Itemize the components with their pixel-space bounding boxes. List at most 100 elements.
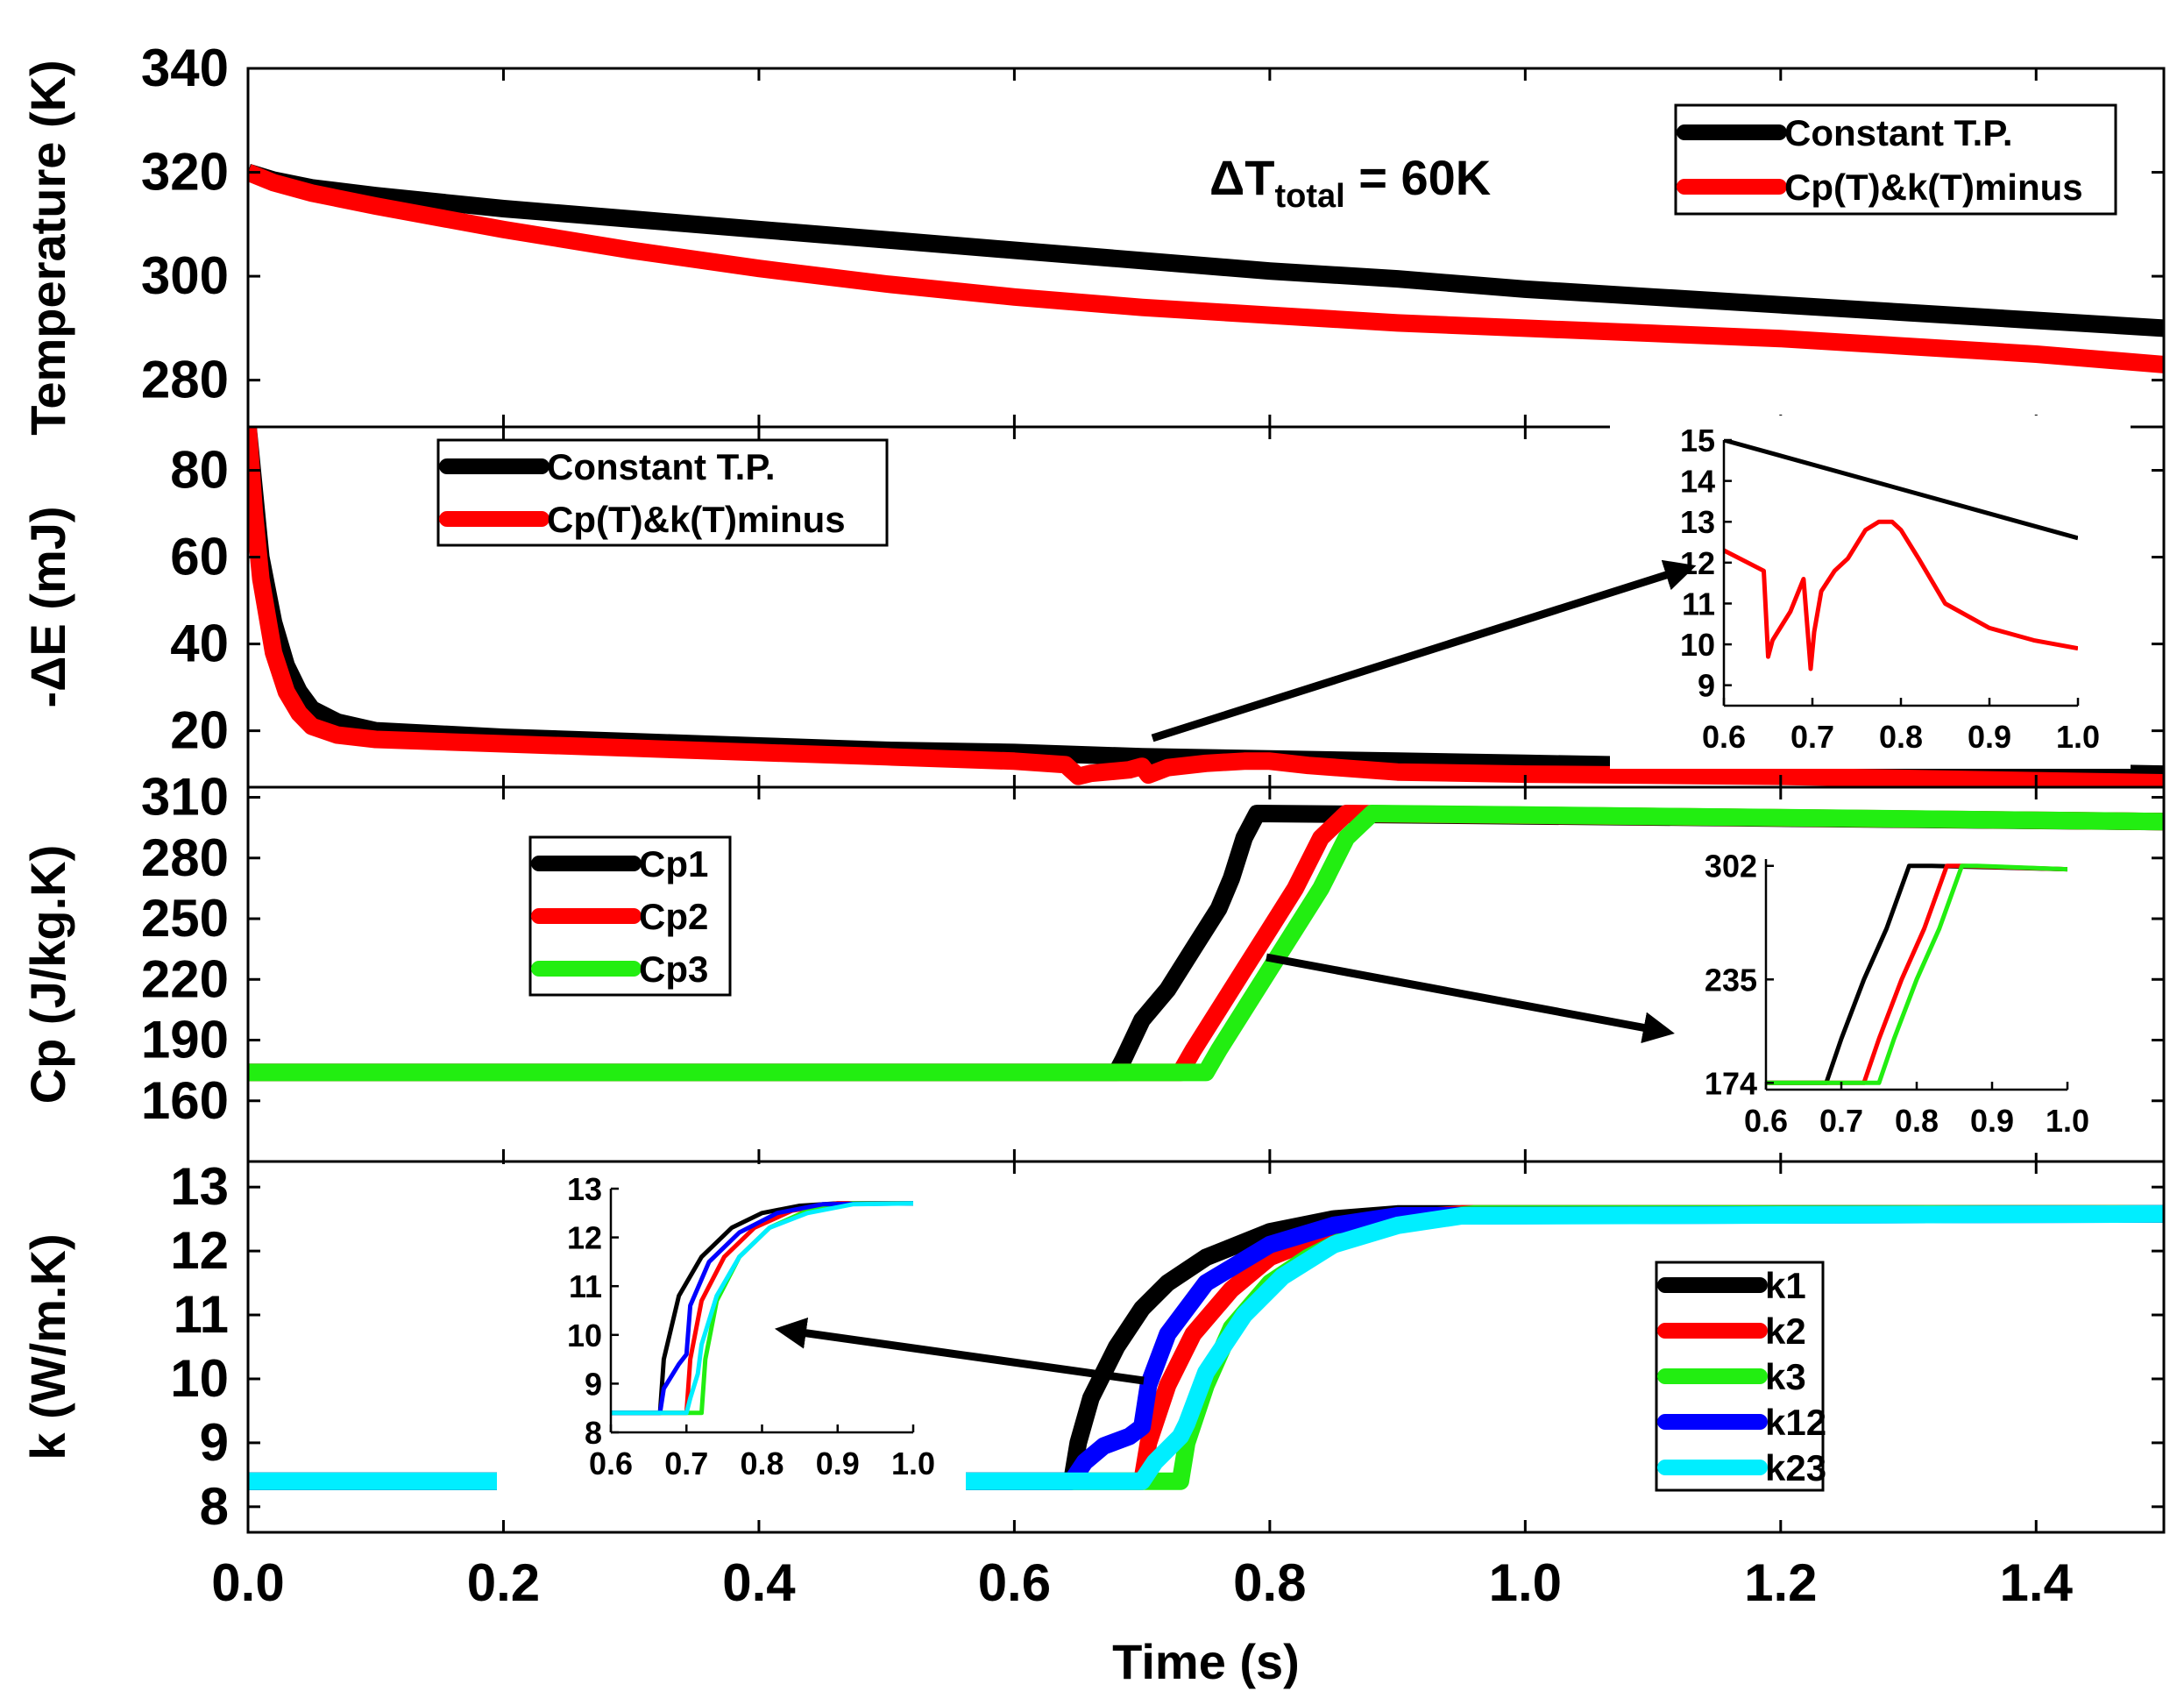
temperature-y-axis-label: Temperature (K) [20,60,75,435]
cp-inset-series [1766,863,2067,1085]
k-series-group [248,1204,2164,1490]
energy-inset-y-tick-label: 11 [1682,586,1715,622]
cp-y-tick-label: 160 [141,1071,229,1130]
temperature-y-tick-label: 340 [141,39,229,97]
x-axis-label: Time (s) [1112,1634,1300,1689]
energy-series-cp-t-k-t-minus [248,427,2164,787]
cp-y-tick-label: 220 [141,949,229,1008]
cp-inset-series-group [1766,863,2067,1085]
k-series-k23 [248,1204,2164,1490]
temperature-series-cp-t-k-t-minus [248,164,2164,373]
cp-inset-series [1766,863,2067,1085]
energy-y-tick-label: 60 [170,528,229,586]
cp-legend-label: Cp2 [639,896,708,937]
k-inset-background [497,1164,966,1495]
energy-legend-label: Cp(T)&k(T)minus [547,499,846,540]
k-inset-y-tick-label: 13 [567,1171,602,1207]
energy-inset: 0.6 0.7 0.8 0.9 1.0 9 10 11 12 13 14 15 [1610,416,2131,769]
energy-inset-x-tick-label: 0.7 [1790,719,1834,755]
k-y-tick-label: 13 [170,1157,229,1216]
temperature-legend-label: Constant T.P. [1784,112,2013,153]
cp-series-cp3 [248,805,2164,1082]
cp-inset-x-tick-label: 1.0 [2046,1103,2089,1139]
k-inset-series-group [611,1201,913,1416]
cp-y-tick-label: 310 [141,768,229,827]
cp-inset-y-tick-label: 235 [1705,962,1757,998]
energy-inset-x-tick-label: 0.6 [1702,719,1746,755]
temperature-legend: Constant T.P. Cp(T)&k(T)minus [1674,103,2117,216]
cp-legend: Cp1 Cp2 Cp3 [528,835,732,997]
energy-inset-y-tick-label: 15 [1680,423,1715,458]
energy-y-tick-label: 40 [170,615,229,673]
delta-t-annotation: ΔTtotal = 60K [1209,150,1491,215]
k-inset-series [611,1201,913,1416]
cp-inset-y-tick-label: 302 [1705,849,1757,884]
k-inset-x-tick-label: 0.7 [664,1446,708,1481]
energy-inset-y-tick-label: 13 [1680,504,1715,540]
x-tick-label: 1.2 [1744,1553,1817,1612]
x-tick-label: 0.2 [467,1553,540,1612]
energy-legend-label: Constant T.P. [547,446,776,487]
energy-y-axis-label: -ΔE (mJ) [20,506,75,707]
energy-y-tick-label: 20 [170,701,229,760]
k-legend-label: k23 [1765,1447,1826,1488]
cp-legend-label: Cp1 [639,843,708,884]
temperature-y-tick-label: 320 [141,143,229,202]
k-inset-series [611,1201,913,1416]
energy-inset-x-tick-label: 1.0 [2056,719,2100,755]
k-y-tick-label: 12 [170,1221,229,1280]
k-y-tick-label: 10 [170,1349,229,1408]
k-inset-x-tick-label: 0.6 [589,1446,633,1481]
k-inset-arrow [774,1317,1145,1385]
cp-y-axis-label: Cp (J/kg.K) [20,845,75,1105]
k-y-tick-label: 9 [200,1413,229,1472]
k-y-axis-label: k (W/m.K) [20,1233,75,1460]
cp-series-cp2 [248,805,2164,1082]
energy-inset-y-tick-label: 9 [1698,668,1715,704]
k-inset-y-tick-label: 9 [585,1366,602,1402]
energy-inset-y-tick-label: 12 [1680,545,1715,581]
energy-y-tick-label: 80 [170,441,229,500]
cp-inset-y-tick-label: 174 [1705,1065,1757,1101]
temperature-legend-box [1674,103,2117,216]
k-y-tick-label: 8 [200,1477,229,1536]
k-inset-y-tick-label: 8 [585,1415,602,1451]
energy-inset-arrow [1151,559,1697,742]
energy-inset-series-group [1724,440,2078,671]
energy-inset-series [1724,440,2078,541]
k-inset-y-tick-label: 12 [567,1220,602,1256]
cp-inset-x-tick-label: 0.7 [1819,1103,1863,1139]
cp-inset: 0.6 0.7 0.8 0.9 1.0 174 235 302 [1652,835,2120,1153]
energy-series-group [248,427,2164,787]
temperature-series-group [248,164,2164,373]
cp-y-tick-label: 280 [141,828,229,887]
x-tick-label: 1.4 [2000,1553,2074,1612]
cp-inset-arrow [1266,953,1675,1044]
k-y-tick-label: 11 [174,1285,229,1344]
temperature-y-tick-label: 300 [141,246,229,305]
cp-y-tick-label: 250 [141,889,229,948]
cp-inset-x-tick-label: 0.9 [1970,1103,2014,1139]
k-inset-x-tick-label: 1.0 [891,1446,935,1481]
energy-inset-series [1724,519,2078,671]
cp-y-tick-label: 190 [141,1011,229,1069]
k-legend-label: k2 [1765,1311,1806,1352]
cp-inset-background [1652,835,2120,1153]
cp-legend-label: Cp3 [639,948,708,990]
k-inset-y-tick-label: 10 [567,1318,602,1353]
x-tick-label: 0.6 [978,1553,1051,1612]
energy-inset-x-tick-label: 0.8 [1879,719,1923,755]
x-tick-label: 1.0 [1489,1553,1562,1612]
energy-inset-y-tick-label: 14 [1680,464,1715,500]
x-tick-label: 0.4 [722,1553,796,1612]
x-tick-label: 0.0 [211,1553,284,1612]
x-tick-label: 0.8 [1233,1553,1306,1612]
k-legend-label: k1 [1765,1265,1806,1306]
energy-inset-y-tick-label: 10 [1680,627,1715,663]
temperature-legend-label: Cp(T)&k(T)minus [1784,167,2083,208]
energy-inset-background [1610,416,2131,769]
temperature-y-tick-label: 280 [141,351,229,409]
cp-inset-series [1766,863,2067,1085]
